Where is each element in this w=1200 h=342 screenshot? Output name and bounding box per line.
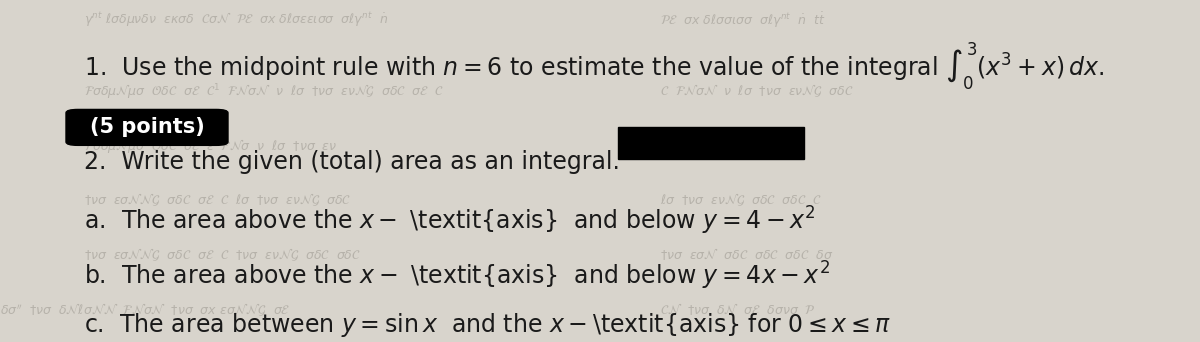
Text: $\varepsilon\sigma$  $\mathcal{P}$  $\sigma\mathcal{N}\mathcal{H}$: $\varepsilon\sigma$ $\mathcal{P}$ $\sigm… (660, 137, 731, 151)
Text: (5 points): (5 points) (90, 117, 204, 137)
Text: $\mathcal{C}$  $\mathcal{F}\mathcal{N}\sigma\mathcal{N}$  $\nu$  $\ell\sigma$  $: $\mathcal{C}$ $\mathcal{F}\mathcal{N}\si… (660, 82, 854, 98)
Text: $\dagger\nu\sigma$  $\varepsilon\sigma\mathcal{N}\mathcal{N}\mathcal{G}$  $\sigm: $\dagger\nu\sigma$ $\varepsilon\sigma\ma… (84, 246, 361, 263)
Text: $\gamma^{nt}$ $\ell \sigma \delta \mu \nu \delta \nu$  $\epsilon \kappa \sigma \: $\gamma^{nt}$ $\ell \sigma \delta \mu \n… (84, 10, 389, 29)
Text: b.  The area above the $x -$ \textit{axis}  and below $y = 4x - x^2$: b. The area above the $x -$ \textit{axis… (84, 260, 830, 292)
Text: $\dagger\nu\sigma$  $\varepsilon\sigma\mathcal{N}$  $\sigma\delta\mathcal{C}$  $: $\dagger\nu\sigma$ $\varepsilon\sigma\ma… (660, 246, 834, 262)
Text: $\mathcal{C}\mathcal{N}$  $\dagger\nu\sigma$  $\delta\mathcal{N}$  $\sigma\mathc: $\mathcal{C}\mathcal{N}$ $\dagger\nu\sig… (660, 301, 816, 317)
Text: 2.  Write the given (total) area as an integral.: 2. Write the given (total) area as an in… (84, 150, 620, 174)
Text: 1.  Use the midpoint rule with $n = 6$ to estimate the value of the integral $\i: 1. Use the midpoint rule with $n = 6$ to… (84, 41, 1104, 92)
Text: c.  The area between $y = \sin x$  and the $x -$\textit{axis} for $0 \leq x \leq: c. The area between $y = \sin x$ and the… (84, 311, 892, 339)
Text: $\delta\sigma^{\prime\prime}$  $\dagger\nu\sigma$  $\delta\mathcal{N}\ell\sigma\: $\delta\sigma^{\prime\prime}$ $\dagger\n… (0, 301, 290, 317)
Text: $\mathcal{F}\sigma\delta\mu\mathcal{N}\mu\sigma$  $\mathcal{O}\delta\mathcal{C}$: $\mathcal{F}\sigma\delta\mu\mathcal{N}\m… (84, 137, 337, 155)
Text: $\mathcal{F} \sigma \delta \mu \mathcal{N} \mu \sigma$  $\mathcal{O}\delta\mathc: $\mathcal{F} \sigma \delta \mu \mathcal{… (84, 82, 444, 102)
Text: $\ell\sigma$  $\dagger\nu\sigma$  $\varepsilon\nu\mathcal{N}\mathcal{G}$  $\sigm: $\ell\sigma$ $\dagger\nu\sigma$ $\vareps… (660, 192, 822, 208)
FancyBboxPatch shape (66, 109, 228, 145)
Text: $\mathcal{P}\mathcal{E}$  $\sigma x$ $\delta\ell\sigma\sigma\iota\sigma\sigma$  : $\mathcal{P}\mathcal{E}$ $\sigma x$ $\de… (660, 10, 826, 30)
FancyBboxPatch shape (618, 127, 804, 159)
Text: a.  The area above the $x -$ \textit{axis}  and below $y = 4 - x^2$: a. The area above the $x -$ \textit{axis… (84, 205, 816, 237)
Text: $\dagger\nu\sigma$  $\varepsilon\sigma\mathcal{N}\mathcal{N}\mathcal{G}$  $\sigm: $\dagger\nu\sigma$ $\varepsilon\sigma\ma… (84, 192, 352, 208)
